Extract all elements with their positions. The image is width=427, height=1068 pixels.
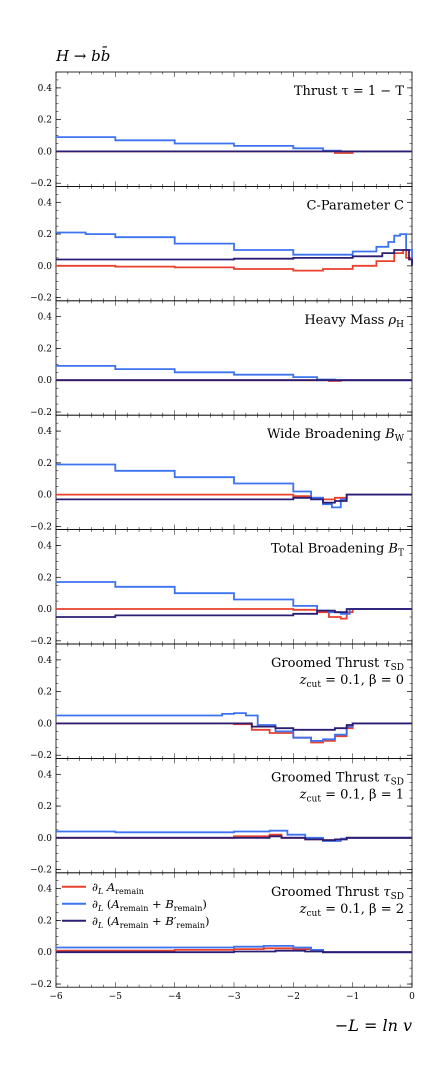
series-line-c	[56, 835, 412, 842]
x-tick-label: −4	[168, 992, 182, 1002]
y-tick-label: −0.2	[30, 980, 52, 990]
series-line-b	[56, 231, 413, 266]
series-line-b	[56, 945, 412, 954]
panel: 0.4 0.2 0.0 −0.2 C-Parameter C	[30, 185, 413, 304]
y-tick-label: 0.0	[38, 147, 53, 157]
y-tick-label: 0.0	[38, 834, 53, 844]
y-tick-label: 0.4	[38, 656, 53, 666]
series-line-b	[56, 463, 412, 509]
y-tick-label: −0.2	[30, 179, 52, 189]
y-tick-label: 0.2	[38, 802, 52, 812]
series-line-c	[56, 949, 412, 954]
series-line-b	[56, 581, 412, 615]
y-tick-label: −0.2	[30, 294, 52, 304]
y-tick-label: 0.4	[38, 84, 53, 94]
legend-label: ∂L (Aremain + Bremain)	[92, 897, 207, 913]
y-tick-label: −0.2	[30, 522, 52, 532]
legend-label: ∂L Aremain	[92, 880, 144, 896]
y-tick-label: 0.4	[38, 770, 53, 780]
y-tick-label: −0.2	[30, 637, 52, 647]
series-line-c	[56, 249, 413, 266]
series-line-a	[56, 722, 412, 744]
series-line-c	[56, 493, 412, 504]
panel-title: Total Broadening BT	[271, 542, 404, 559]
series-line-c	[56, 722, 412, 731]
panel-title: Groomed Thrust τSD	[271, 770, 404, 787]
legend-label: ∂L (Aremain + B′remain)	[92, 914, 210, 930]
series-line-c	[56, 608, 412, 618]
y-tick-label: 0.2	[38, 916, 52, 926]
panel: 0.4 0.2 0.0 −0.2 Total Broadening BT	[30, 529, 413, 647]
x-axis-label: −L = ln v	[335, 1016, 412, 1035]
y-tick-label: 0.4	[38, 427, 53, 437]
y-tick-label: 0.0	[38, 376, 53, 386]
process-label: H → bb̄	[55, 47, 110, 65]
panel: 0.4 0.2 0.0 −0.2 Heavy Mass ρH	[30, 300, 413, 418]
x-tick-label: −6	[49, 992, 63, 1002]
panel-title: Groomed Thrust τSD	[271, 656, 404, 673]
y-tick-label: 0.2	[38, 573, 52, 583]
y-tick-label: 0.2	[38, 116, 52, 126]
y-tick-label: 0.4	[38, 198, 53, 208]
y-tick-label: 0.0	[38, 491, 53, 501]
panel: 0.4 0.2 0.0 −0.2 Wide Broadening BW	[30, 414, 413, 532]
x-axis: −6 −5 −4 −3 −2 −1 0	[49, 992, 415, 1002]
y-tick-label: 0.4	[38, 541, 53, 551]
y-tick-label: −0.2	[30, 866, 52, 876]
y-tick-label: 0.2	[38, 459, 52, 469]
legend: ∂L Aremain∂L (Aremain + Bremain)∂L (Arem…	[62, 880, 210, 930]
x-tick-label: −5	[109, 992, 123, 1002]
y-tick-label: 0.2	[38, 688, 52, 698]
panel-title: Heavy Mass ρH	[304, 313, 404, 330]
series-line-b	[56, 136, 412, 153]
y-tick-label: −0.2	[30, 408, 52, 418]
series-line-b	[56, 712, 412, 742]
x-tick-label: 0	[409, 992, 415, 1002]
y-tick-label: 0.0	[38, 605, 53, 615]
y-tick-label: 0.0	[38, 262, 53, 272]
x-tick-label: −3	[227, 992, 241, 1002]
series-line-b	[56, 365, 412, 382]
panel-title: zcut = 0.1, β = 2	[299, 902, 404, 919]
y-tick-label: 0.0	[38, 719, 53, 729]
y-tick-label: 0.2	[38, 230, 52, 240]
x-tick-label: −2	[287, 992, 300, 1002]
y-tick-label: 0.2	[38, 344, 52, 354]
panel-title: Groomed Thrust τSD	[271, 885, 404, 902]
panel-title: Thrust τ = 1 − T	[294, 84, 404, 99]
panels: 0.4 0.2 0.0 −0.2 Thrust τ = 1 − T 0.4 0.2 0.0 −0…	[30, 71, 413, 990]
panel-title: C-Parameter C	[307, 198, 405, 213]
y-tick-label: 0.4	[38, 885, 53, 895]
panel-title: zcut = 0.1, β = 0	[299, 673, 404, 690]
panel: 0.4 0.2 0.0 −0.2 Thrust τ = 1 − T	[30, 71, 413, 189]
y-tick-label: 0.0	[38, 948, 53, 958]
y-tick-label: −0.2	[30, 751, 52, 761]
x-tick-label: −1	[346, 992, 359, 1002]
y-tick-label: 0.4	[38, 313, 53, 323]
panel-title: zcut = 0.1, β = 1	[299, 787, 404, 804]
panel-title: Wide Broadening BW	[267, 427, 405, 444]
